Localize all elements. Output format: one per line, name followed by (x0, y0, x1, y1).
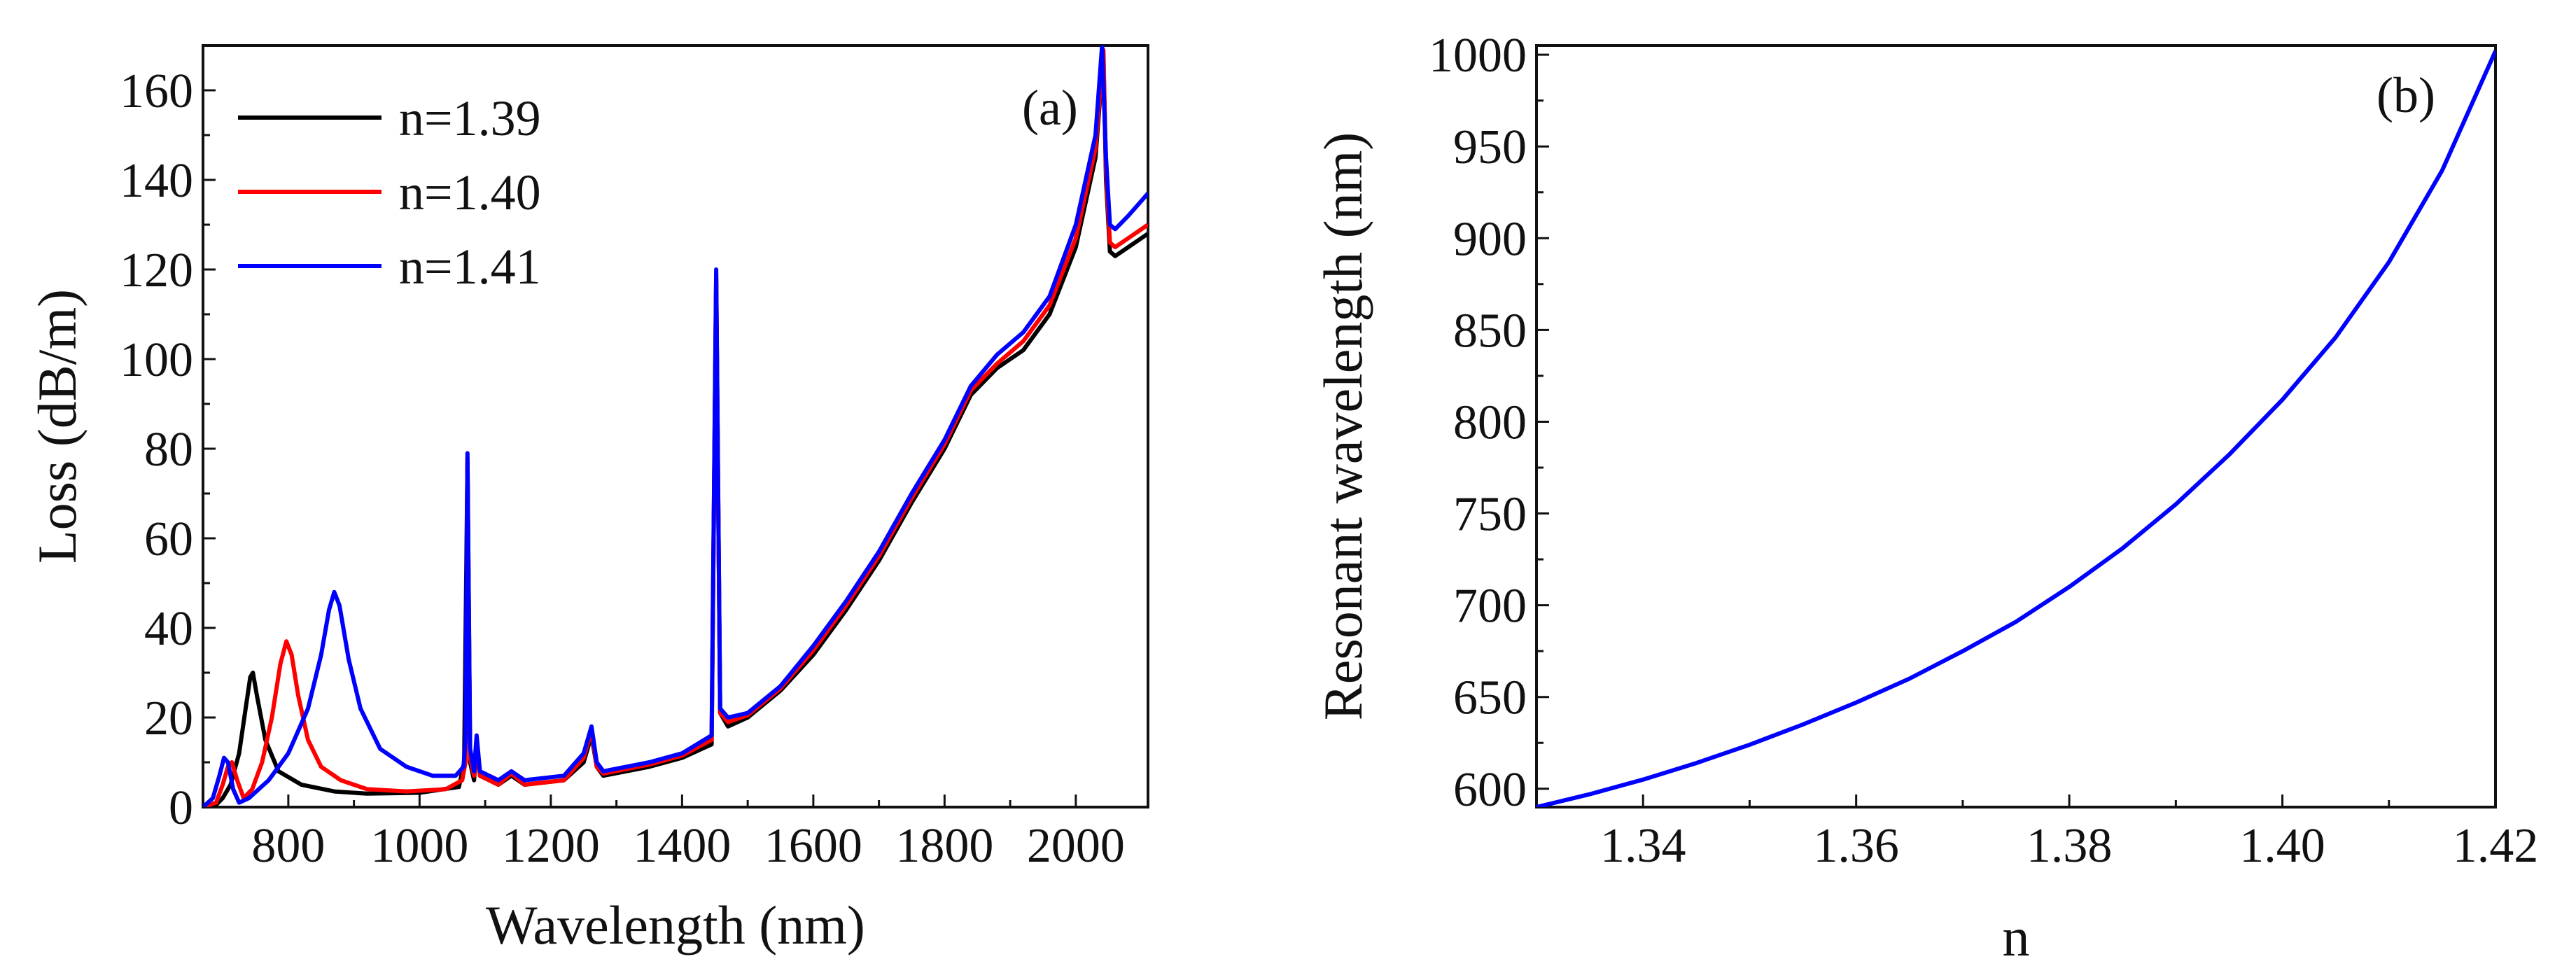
loss-chart-ytick-label: 40 (144, 602, 193, 656)
legend-label-1: n=1.39 (399, 90, 541, 146)
resonance-chart-ytick-label: 1000 (1429, 29, 1527, 83)
loss-chart-xtick-label: 1000 (370, 819, 468, 873)
resonance-chart-plot-area (1535, 44, 2497, 808)
loss-chart-ytick-label: 60 (144, 512, 193, 566)
resonance-chart-ytick-label: 950 (1453, 120, 1527, 174)
loss-chart-ytick-label: 0 (169, 781, 193, 835)
resonance-chart-ytick-label: 750 (1453, 488, 1527, 542)
resonance-chart-xtick-label: 1.40 (2239, 819, 2325, 873)
resonance-chart-ytick-label: 700 (1453, 580, 1527, 634)
resonance-chart-xtick-label: 1.36 (1813, 819, 1899, 873)
loss-chart-xtick-label: 1600 (764, 819, 862, 873)
loss-chart-xtick-label: 1400 (633, 819, 731, 873)
loss-chart-xtick-label: 800 (251, 819, 325, 873)
loss-chart-xtick-label: 1200 (502, 819, 600, 873)
loss-chart: 800 1000 1200 1400 1600 1800 2000 0 20 40 60 80 100 1… (27, 44, 1149, 955)
resonance-chart-xtick-label: 1.42 (2453, 819, 2539, 873)
resonance-chart-xtick-label: 1.34 (1600, 819, 1686, 873)
loss-chart-legend: n=1.39 n=1.40 n=1.41 (238, 90, 541, 295)
resonance-chart-ytick-label: 900 (1453, 212, 1527, 266)
loss-chart-ytick-label: 80 (144, 423, 193, 477)
resonance-chart-ytick-label: 850 (1453, 304, 1527, 358)
resonance-chart-ylabel: Resonant wavelength (nm) (1312, 132, 1373, 720)
loss-chart-series-3 (203, 46, 1148, 807)
loss-chart-series-2 (203, 48, 1148, 807)
loss-chart-ytick-label: 20 (144, 692, 193, 746)
resonance-chart-series-1 (1536, 50, 2496, 807)
loss-chart-panel-label: (a) (1022, 80, 1078, 136)
loss-chart-ylabel: Loss (dB/m) (27, 289, 88, 564)
loss-chart-ytick-label: 160 (120, 64, 193, 118)
resonance-chart-ytick-label: 650 (1453, 671, 1527, 725)
resonance-chart-ytick-label: 600 (1453, 763, 1527, 817)
loss-chart-plot-area (202, 44, 1149, 808)
legend-label-3: n=1.41 (399, 239, 541, 295)
resonance-chart-xlabel: n (2003, 906, 2030, 967)
loss-chart-xlabel: Wavelength (nm) (486, 895, 865, 955)
loss-chart-ytick-label: 140 (120, 154, 193, 208)
resonance-chart-xtick-label: 1.38 (2026, 819, 2113, 873)
loss-chart-ytick-label: 120 (120, 244, 193, 298)
resonance-chart-ytick-label: 800 (1453, 396, 1527, 449)
resonance-chart-panel-label: (b) (2376, 67, 2435, 123)
resonance-chart: 1.34 1.36 1.38 1.40 1.42 600 650 700 750 800 850 90… (1312, 29, 2538, 967)
loss-chart-series-1 (203, 52, 1148, 807)
loss-chart-xtick-label: 2000 (1027, 819, 1125, 873)
legend-label-2: n=1.40 (399, 164, 541, 220)
loss-chart-xtick-label: 1800 (895, 819, 993, 873)
loss-chart-ytick-label: 100 (120, 333, 193, 387)
